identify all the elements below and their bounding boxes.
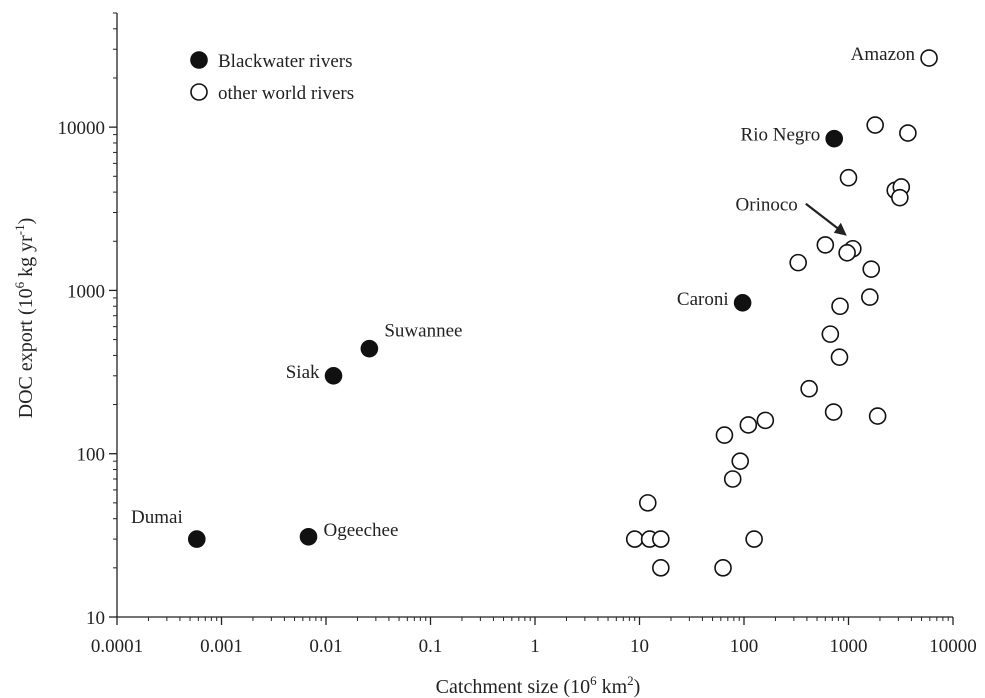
world-river-point <box>714 559 732 577</box>
world-river-point <box>715 426 734 444</box>
y-axis-title-mid: kg yr <box>15 235 37 282</box>
data-points <box>187 49 938 577</box>
legend-marker-open <box>190 83 208 101</box>
y-tick-label: 10 <box>86 608 105 629</box>
river-label: Orinoco <box>736 195 798 216</box>
y-axis-title: DOC export (106 kg yr-1) <box>12 218 37 419</box>
x-tick-label: 1000 <box>830 636 868 657</box>
world-river-point <box>838 243 856 262</box>
x-axis-title-main: Catchment size (10 <box>436 676 590 698</box>
world-river-point <box>731 452 750 470</box>
x-axis-title-end: ) <box>634 676 641 698</box>
blackwater-point <box>299 527 318 546</box>
world-river-point <box>861 288 879 306</box>
x-tick-label: 100 <box>730 636 759 657</box>
world-river-point <box>830 348 849 366</box>
world-river-point <box>652 530 670 548</box>
y-axis-title-exp1: 6 <box>12 281 27 288</box>
x-tick-label: 0.001 <box>200 636 243 657</box>
world-river-point <box>789 253 807 272</box>
river-label: Amazon <box>851 44 916 65</box>
world-river-point <box>868 407 887 425</box>
y-axis-title-exp2: -1 <box>12 224 27 235</box>
world-river-point <box>652 559 670 577</box>
world-river-point <box>739 416 758 434</box>
blackwater-point <box>825 129 844 148</box>
river-label: Dumai <box>131 507 183 528</box>
orinoco-arrow-shaft <box>805 202 842 232</box>
legend: Blackwater rivers other world rivers <box>190 51 354 104</box>
x-axis-title: Catchment size (106 km2) <box>436 673 641 698</box>
world-river-point <box>756 411 775 430</box>
x-tick-label: 10000 <box>929 636 977 657</box>
y-tick-label: 1000 <box>67 281 105 302</box>
world-river-point <box>920 49 938 67</box>
world-river-point <box>638 494 657 512</box>
point-annotations: Dumai Ogeechee Siak Suwannee Caroni Rio Negro… <box>131 44 915 541</box>
x-axis-ticks: 0.0001 0.001 0.01 0.1 1 10 100 1000 10000 <box>91 617 977 657</box>
world-river-point <box>831 297 849 316</box>
world-river-point <box>745 530 763 548</box>
x-tick-label: 10 <box>630 636 649 657</box>
blackwater-point <box>360 339 379 358</box>
x-axis-title-mid: km <box>597 676 628 698</box>
y-axis-title-end: ) <box>15 218 37 225</box>
y-axis-ticks: 10 100 1000 10000 <box>58 12 117 629</box>
world-river-point <box>821 325 840 343</box>
river-label: Rio Negro <box>741 125 821 146</box>
world-river-point <box>839 168 858 187</box>
legend-marker-filled <box>190 51 208 69</box>
world-river-point <box>866 116 884 134</box>
orinoco-arrow-head <box>833 222 847 236</box>
world-river-point <box>625 530 644 548</box>
legend-label-other: other world rivers <box>218 83 354 104</box>
world-river-point <box>824 403 843 421</box>
blackwater-point <box>733 293 752 312</box>
world-river-point <box>800 379 818 398</box>
world-river-point <box>891 188 909 207</box>
river-label: Caroni <box>677 289 729 310</box>
x-axis-title-exp2: 2 <box>627 673 634 688</box>
x-tick-label: 0.01 <box>309 636 342 657</box>
y-tick-label: 10000 <box>58 118 106 139</box>
world-river-point <box>899 124 917 142</box>
river-label: Suwannee <box>384 321 462 342</box>
x-axis-title-exp1: 6 <box>590 673 597 688</box>
y-tick-label: 100 <box>77 445 106 466</box>
y-axis-title-main: DOC export (10 <box>15 288 37 418</box>
river-label: Siak <box>286 362 320 383</box>
x-tick-label: 0.0001 <box>91 636 143 657</box>
x-tick-label: 1 <box>530 636 540 657</box>
legend-label-blackwater: Blackwater rivers <box>218 51 353 72</box>
blackwater-point <box>187 530 206 548</box>
world-river-point <box>862 260 881 278</box>
world-river-point <box>816 236 835 254</box>
river-label: Ogeechee <box>323 520 398 541</box>
world-river-point <box>723 470 742 488</box>
x-tick-label: 0.1 <box>419 636 443 657</box>
blackwater-point <box>324 367 343 385</box>
